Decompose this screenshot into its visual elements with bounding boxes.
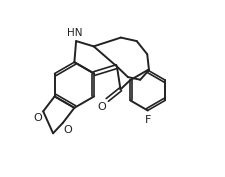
Text: O: O — [63, 124, 72, 135]
Text: HN: HN — [67, 28, 83, 38]
Text: O: O — [33, 113, 42, 123]
Text: O: O — [97, 102, 106, 112]
Text: F: F — [144, 115, 150, 125]
